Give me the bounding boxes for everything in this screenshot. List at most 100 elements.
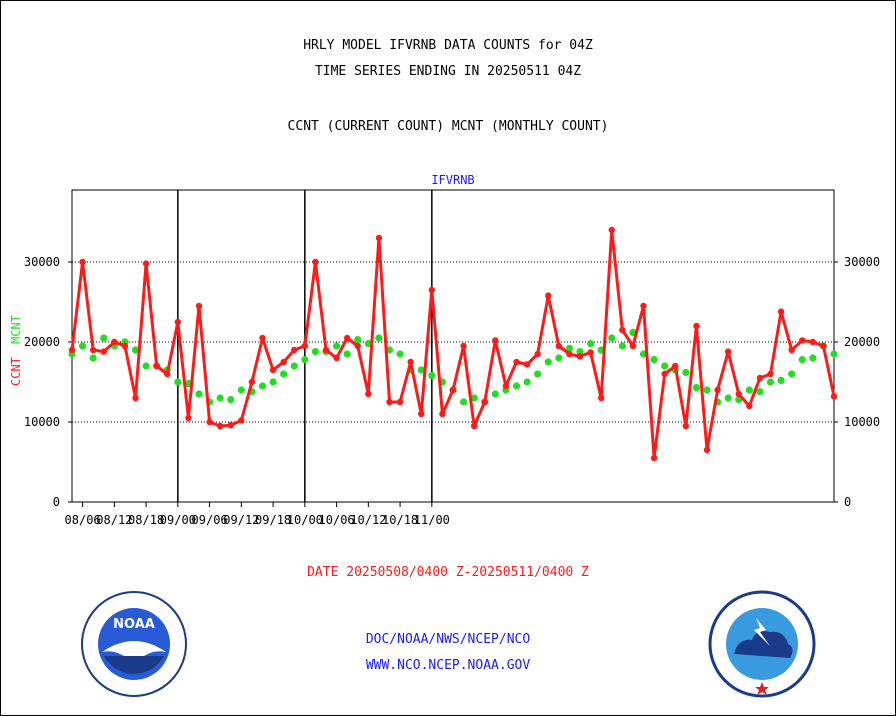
- ccnt-point: [587, 349, 594, 356]
- mcnt-point: [777, 376, 785, 384]
- mcnt-point: [269, 378, 277, 386]
- ccnt-point: [788, 346, 795, 354]
- noaa-logo-sea: [104, 656, 164, 674]
- mcnt-point: [174, 378, 182, 386]
- x-tick-label: 09/18: [255, 513, 291, 527]
- ccnt-point: [269, 366, 277, 374]
- chart-plot: 08/0608/1208/1809/0009/0609/1209/1810/00…: [9, 173, 880, 527]
- x-tick-label: 08/12: [96, 513, 132, 527]
- mcnt-point: [798, 356, 806, 364]
- mcnt-point: [343, 350, 351, 358]
- mcnt-point: [565, 344, 574, 352]
- mcnt-point: [544, 358, 552, 366]
- ccnt-point: [767, 370, 774, 378]
- ccnt-point: [322, 346, 330, 354]
- mcnt-point: [280, 370, 288, 378]
- ccnt-point: [121, 342, 129, 350]
- y-tick-label-left: 0: [53, 495, 60, 509]
- ccnt-point: [365, 390, 372, 398]
- ccnt-point: [185, 414, 192, 422]
- mcnt-point: [555, 354, 563, 362]
- ccnt-point: [301, 342, 309, 350]
- x-tick-label: 10/12: [350, 513, 386, 527]
- ccnt-point: [227, 422, 234, 429]
- ccnt-point: [343, 334, 351, 342]
- mcnt-point: [534, 370, 542, 378]
- mcnt-point: [766, 378, 775, 386]
- mcnt-point: [703, 386, 711, 394]
- ccnt-point: [735, 390, 742, 398]
- ccnt-point: [640, 302, 647, 310]
- ccnt-point: [375, 234, 383, 242]
- ccnt-point: [492, 337, 499, 344]
- ccnt-point: [460, 342, 467, 350]
- mcnt-point: [428, 372, 436, 380]
- nws-logo: [708, 590, 816, 698]
- mcnt-point: [512, 382, 521, 390]
- mcnt-point: [332, 342, 341, 350]
- ccnt-point: [216, 422, 224, 430]
- mcnt-point: [809, 354, 817, 362]
- mcnt-point: [311, 348, 320, 356]
- y-tick-label-right: 20000: [844, 335, 880, 349]
- mcnt-point: [195, 390, 203, 398]
- ccnt-point: [682, 422, 690, 430]
- mcnt-point: [89, 354, 97, 362]
- ccnt-point: [142, 260, 150, 267]
- ccnt-point: [174, 318, 182, 326]
- x-tick-label: 10/06: [319, 513, 355, 527]
- mcnt-point: [491, 390, 499, 398]
- ccnt-point: [164, 370, 171, 378]
- date-range-label: DATE 20250508/0400 Z-20250511/0400 Z: [307, 565, 589, 580]
- noaa-logo: NOAA: [81, 591, 187, 697]
- y-tick-label-left: 30000: [24, 255, 60, 269]
- ccnt-point: [534, 350, 541, 358]
- ccnt-point: [513, 358, 520, 366]
- mcnt-point: [142, 362, 150, 370]
- x-tick-label: 08/06: [65, 513, 101, 527]
- ccnt-point: [629, 342, 637, 350]
- ccnt-point: [830, 393, 838, 400]
- mcnt-point: [78, 342, 87, 350]
- nws-logo-star: [755, 682, 769, 695]
- ccnt-point: [89, 346, 97, 354]
- mcnt-point: [100, 334, 108, 342]
- mcnt-point: [227, 396, 235, 404]
- ccnt-point: [195, 302, 203, 310]
- website-link[interactable]: WWW.NCO.NCEP.NOAA.GOV: [365, 658, 531, 673]
- noaa-logo-bird: [102, 641, 166, 664]
- ccnt-point: [703, 446, 711, 454]
- ccnt-point: [523, 361, 531, 368]
- y-tick-label-right: 0: [844, 495, 851, 509]
- mcnt-point: [788, 370, 796, 378]
- chart-title-line1: HRLY MODEL IFVRNB DATA COUNTS for 04Z: [303, 38, 593, 53]
- ccnt-point: [407, 358, 414, 366]
- chart-title-line2: TIME SERIES ENDING IN 20250511 04Z: [314, 64, 582, 79]
- mcnt-point: [756, 388, 764, 396]
- ccnt-point: [333, 354, 340, 362]
- x-tick-label: 08/18: [128, 513, 164, 527]
- x-tick-label: 10/00: [287, 513, 323, 527]
- ccnt-point: [354, 342, 361, 350]
- mcnt-point: [523, 378, 531, 386]
- plot-area-border: [71, 189, 835, 503]
- mcnt-point: [354, 336, 362, 344]
- ccnt-point: [597, 394, 605, 402]
- ccnt-point: [756, 374, 764, 382]
- mcnt-point: [417, 366, 425, 374]
- ccnt-point: [238, 417, 245, 424]
- ccnt-point: [396, 398, 404, 406]
- mcnt-point: [745, 386, 753, 394]
- ccnt-point: [502, 382, 510, 390]
- mcnt-point: [237, 386, 245, 394]
- mcnt-point: [661, 362, 669, 370]
- mcnt-point: [682, 368, 690, 376]
- noaa-logo-text: NOAA: [113, 617, 155, 632]
- y-tick-label-right: 30000: [844, 255, 880, 269]
- ccnt-point: [555, 342, 563, 350]
- ccnt-point: [259, 334, 266, 342]
- ccnt-point: [280, 358, 287, 366]
- mcnt-point: [131, 346, 140, 354]
- ccnt-point: [693, 322, 700, 330]
- mcnt-point: [830, 350, 838, 358]
